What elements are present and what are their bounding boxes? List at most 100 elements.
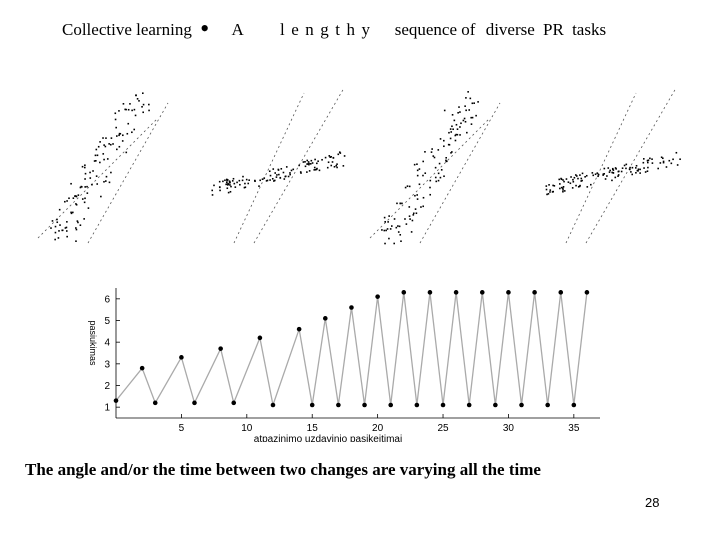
scatter-point xyxy=(404,218,406,220)
scatter-point xyxy=(84,178,86,180)
scatter-point xyxy=(75,227,77,229)
scatter-point xyxy=(142,103,145,106)
scatter-point xyxy=(637,168,640,171)
scatter-point xyxy=(597,173,600,176)
scatter-point xyxy=(560,178,563,181)
scatter-point xyxy=(241,179,244,182)
scatter-point xyxy=(551,191,554,193)
scatter-point xyxy=(662,160,665,163)
scatter-point xyxy=(306,163,308,165)
scatter-point xyxy=(451,151,453,153)
scatter-point xyxy=(309,163,312,165)
scatter-point xyxy=(611,167,614,170)
scatter-point xyxy=(412,214,415,216)
scatter-point xyxy=(468,109,471,111)
scatter-point xyxy=(84,197,86,200)
scatter-point xyxy=(106,158,109,160)
scatter-point xyxy=(118,145,121,148)
scatter-point xyxy=(65,230,68,232)
scatter-point xyxy=(422,205,425,208)
scatter-point xyxy=(58,208,61,211)
scatter-point xyxy=(135,94,137,96)
scatter-point xyxy=(414,194,416,197)
scatter-point xyxy=(546,193,548,196)
scatter-point xyxy=(454,134,457,137)
scatter-point xyxy=(284,175,287,178)
scatter-point xyxy=(59,224,61,226)
scatter-point xyxy=(404,186,407,189)
scatter-point xyxy=(408,215,411,218)
scatter-point xyxy=(462,119,465,122)
scatter-point xyxy=(133,108,136,111)
scatter-point xyxy=(77,221,79,224)
scatter-point xyxy=(94,154,97,157)
scatter-point xyxy=(224,179,226,182)
scatter-point xyxy=(573,176,576,179)
scatter-point xyxy=(304,165,307,168)
scatter-point xyxy=(386,228,389,230)
scatter-point xyxy=(422,196,425,199)
scatter-point xyxy=(306,159,309,162)
scatter-point xyxy=(594,173,597,176)
scatter-point xyxy=(74,195,76,197)
scatter-point xyxy=(116,148,118,151)
scatter-point xyxy=(211,194,214,196)
scatter-point xyxy=(464,105,466,107)
scatter-point xyxy=(383,216,386,219)
data-point xyxy=(388,402,394,408)
scatter-point xyxy=(308,170,311,172)
scatter-point xyxy=(418,168,421,170)
scatter-point xyxy=(80,185,83,188)
x-tick-label: 5 xyxy=(179,423,185,434)
scatter-point xyxy=(639,172,641,174)
scatter-point xyxy=(597,175,599,178)
scatter-point xyxy=(274,172,277,174)
scatter-point xyxy=(399,233,402,236)
scatter-point xyxy=(310,159,313,162)
scatter-point xyxy=(623,164,626,167)
x-tick-label: 35 xyxy=(568,423,580,434)
scatter-point xyxy=(77,194,80,196)
scatter-point xyxy=(416,169,419,172)
scatter-point xyxy=(384,220,386,223)
scatter-point xyxy=(324,156,327,159)
scatter-point xyxy=(559,183,561,185)
scatter-point xyxy=(84,164,86,167)
scatter-point xyxy=(625,167,627,170)
scatter-point xyxy=(306,171,308,173)
scatter-point xyxy=(580,180,582,182)
scatter-point xyxy=(397,231,400,233)
scatter-panel-2 xyxy=(211,88,346,244)
scatter-point xyxy=(469,97,472,100)
scatter-point xyxy=(591,172,594,174)
slide-title: Collective learning • A lengthy sequence… xyxy=(62,14,607,43)
data-point xyxy=(336,402,341,408)
data-point xyxy=(440,402,446,408)
scatter-point xyxy=(577,185,580,188)
scatter-point xyxy=(445,159,447,162)
scatter-point xyxy=(302,161,305,163)
scatter-point xyxy=(229,184,231,186)
scatter-point xyxy=(259,179,261,182)
scatter-point xyxy=(661,157,664,160)
scatter-point xyxy=(343,155,346,157)
scatter-point xyxy=(465,109,467,112)
scatter-point xyxy=(453,119,456,122)
data-point xyxy=(309,402,315,408)
scatter-point xyxy=(275,176,278,178)
scatter-point xyxy=(211,189,214,192)
scatter-point xyxy=(74,195,77,197)
scatter-point xyxy=(84,186,86,188)
scatter-point xyxy=(459,134,461,136)
scatter-point xyxy=(118,110,120,112)
scatter-point xyxy=(112,143,114,145)
scatter-point xyxy=(89,177,92,179)
data-point xyxy=(270,402,276,408)
title-part-diverse-pr-tasks: diverse PR tasks xyxy=(485,20,607,39)
scatter-point xyxy=(313,166,316,169)
scatter-point xyxy=(449,137,452,140)
scatter-point xyxy=(614,176,617,179)
scatter-point xyxy=(657,167,659,170)
scatter-point xyxy=(552,184,554,187)
scatter-point xyxy=(96,183,99,185)
